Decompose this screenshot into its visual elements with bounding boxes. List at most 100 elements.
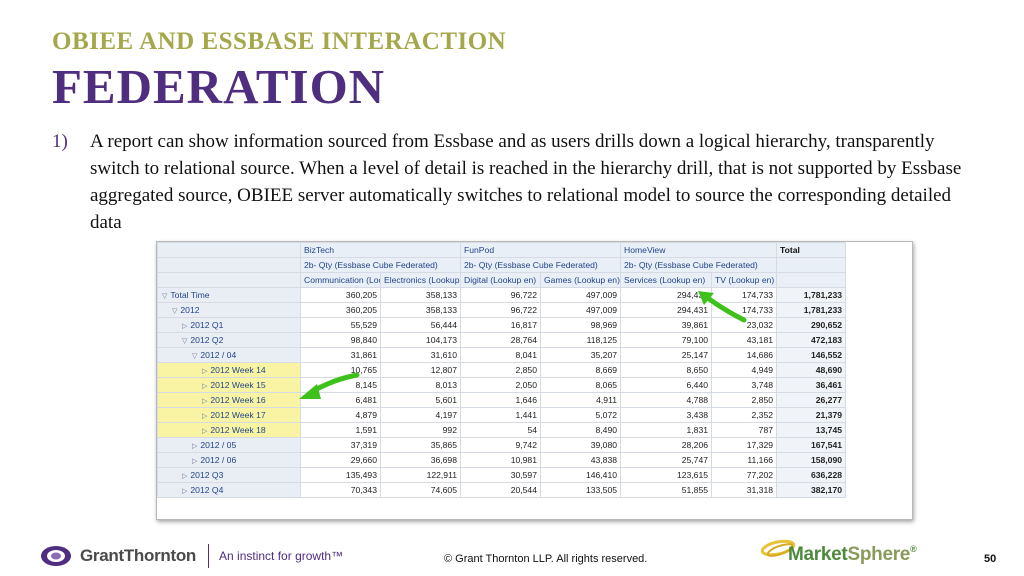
pivot-table: BizTech FunPod HomeView Total 2b- Qty (E… (157, 242, 906, 498)
table-row: ▽ 2012 360,205 358,133 96,722 497,009 294,431 1… (157, 302, 906, 318)
row-label-text: Total Time (170, 290, 210, 300)
marketsphere-swirl-icon (760, 539, 796, 557)
expand-triangle-icon[interactable]: ▷ (182, 473, 188, 480)
value-cell: 4,879 (300, 407, 381, 423)
row-label[interactable]: ▷ 2012 Week 17 (157, 407, 301, 423)
table-row: ▷ 2012 / 05 37,319 35,865 9,742 39,080 28,206 1… (157, 437, 906, 453)
value-cell: 8,013 (380, 377, 461, 393)
column-header[interactable]: Games (Lookup en) (539, 272, 622, 288)
value-cell: 9,742 (460, 437, 541, 453)
table-row: ▷ 2012 Week 18 1,591 992 54 8,490 1,831 787 13,7… (157, 422, 906, 438)
row-label[interactable]: ▷ 2012 Q1 (157, 317, 301, 333)
column-header[interactable]: Digital (Lookup en) (460, 272, 541, 288)
value-cell: 3,438 (620, 407, 713, 423)
value-cell: 1,646 (460, 392, 541, 408)
row-label[interactable]: ▷ 2012 Week 15 (157, 377, 301, 393)
value-cell: 4,197 (380, 407, 461, 423)
value-cell: 70,343 (300, 482, 381, 498)
row-label-text: 2012 (180, 305, 200, 315)
value-cell: 2,850 (711, 392, 778, 408)
value-cell: 5,601 (380, 392, 461, 408)
row-label[interactable]: ▽ 2012 / 04 (157, 347, 301, 363)
collapse-triangle-icon[interactable]: ▽ (182, 338, 188, 345)
value-cell: 43,181 (711, 332, 778, 348)
value-cell: 39,080 (539, 437, 622, 453)
expand-triangle-icon[interactable]: ▷ (202, 383, 208, 390)
row-label[interactable]: ▷ 2012 Q4 (157, 482, 301, 498)
table-row: ▷ 2012 Q1 55,529 56,444 16,817 98,969 39,861 23… (157, 317, 906, 333)
row-label[interactable]: ▽ Total Time (157, 287, 301, 303)
row-label[interactable]: ▽ 2012 (157, 302, 301, 318)
expand-triangle-icon[interactable]: ▷ (202, 398, 208, 405)
table-row: ▷ 2012 Q3 135,493 122,911 30,597 146,410 123,6… (157, 467, 906, 483)
value-cell: 2,050 (460, 377, 541, 393)
row-label[interactable]: ▷ 2012 Week 16 (157, 392, 301, 408)
row-label-text: 2012 Q4 (190, 485, 224, 495)
marketsphere-part-a: Market (788, 544, 848, 565)
row-label[interactable]: ▷ 2012 Week 18 (157, 422, 301, 438)
collapse-triangle-icon[interactable]: ▽ (162, 293, 168, 300)
value-cell: 17,329 (711, 437, 778, 453)
row-label[interactable]: ▽ 2012 Q2 (157, 332, 301, 348)
group-header[interactable]: HomeView (620, 242, 778, 258)
value-cell: 497,009 (539, 302, 622, 318)
table-row: ▽ 2012 Q2 98,840 104,173 28,764 118,125 79,100… (157, 332, 906, 348)
collapse-triangle-icon[interactable]: ▽ (172, 308, 178, 315)
value-cell: 992 (380, 422, 461, 438)
table-row: ▷ 2012 / 06 29,660 36,698 10,981 43,838 25,747… (157, 452, 906, 468)
row-label-text: 2012 / 06 (200, 455, 237, 465)
group-header[interactable]: BizTech (300, 242, 461, 258)
value-cell: 11,166 (711, 452, 778, 468)
expand-triangle-icon[interactable]: ▷ (182, 323, 188, 330)
column-header[interactable]: Services (Lookup en) (620, 272, 713, 288)
expand-triangle-icon[interactable]: ▷ (192, 458, 198, 465)
row-label[interactable]: ▷ 2012 Q3 (157, 467, 301, 483)
row-label[interactable]: ▷ 2012 / 05 (157, 437, 301, 453)
row-label[interactable]: ▷ 2012 Week 14 (157, 362, 301, 378)
value-cell: 358,133 (380, 302, 461, 318)
value-cell: 98,840 (300, 332, 381, 348)
value-cell: 31,861 (300, 347, 381, 363)
value-cell: 360,205 (300, 287, 381, 303)
report-screenshot: BizTech FunPod HomeView Total 2b- Qty (E… (156, 241, 913, 520)
value-cell: 43,838 (539, 452, 622, 468)
column-header[interactable]: Electronics (Lookup en) (380, 272, 461, 288)
collapse-triangle-icon[interactable]: ▽ (192, 353, 198, 360)
expand-triangle-icon[interactable]: ▷ (202, 368, 208, 375)
row-label-text: 2012 Week 18 (210, 425, 266, 435)
total-cell: 158,090 (776, 452, 847, 468)
total-cell: 382,170 (776, 482, 847, 498)
total-cell: 1,781,233 (776, 302, 847, 318)
table-row: ▷ 2012 Week 16 6,481 5,601 1,646 4,911 4,788 2,… (157, 392, 906, 408)
value-cell: 8,490 (539, 422, 622, 438)
marketsphere-logo: MarketSphere® (760, 536, 956, 570)
expand-triangle-icon[interactable]: ▷ (182, 488, 188, 495)
value-cell: 3,748 (711, 377, 778, 393)
expand-triangle-icon[interactable]: ▷ (202, 413, 208, 420)
value-cell: 360,205 (300, 302, 381, 318)
value-cell: 497,009 (539, 287, 622, 303)
value-cell: 96,722 (460, 302, 541, 318)
group-header[interactable]: FunPod (459, 242, 622, 258)
total-cell: 472,183 (776, 332, 847, 348)
value-cell: 28,206 (620, 437, 713, 453)
value-cell: 35,207 (539, 347, 622, 363)
slide-subtitle: OBIEE AND ESSBASE INTERACTION (52, 28, 507, 55)
grant-thornton-mark-icon (40, 545, 72, 567)
value-cell: 14,686 (711, 347, 778, 363)
corner-cell (157, 272, 301, 288)
value-cell: 77,202 (711, 467, 778, 483)
value-cell: 123,615 (620, 467, 713, 483)
expand-triangle-icon[interactable]: ▷ (202, 428, 208, 435)
value-cell: 20,544 (460, 482, 541, 498)
row-label[interactable]: ▷ 2012 / 06 (157, 452, 301, 468)
row-label-text: 2012 / 05 (200, 440, 237, 450)
value-cell: 36,698 (380, 452, 461, 468)
column-header[interactable]: Communication (Lookup en) (300, 272, 381, 288)
table-row: ▷ 2012 Week 14 10,765 12,807 2,850 8,669 8,650… (157, 362, 906, 378)
total-header-blank (776, 272, 847, 288)
value-cell: 1,591 (300, 422, 381, 438)
total-cell: 636,228 (776, 467, 847, 483)
column-header[interactable]: TV (Lookup en) (711, 272, 778, 288)
expand-triangle-icon[interactable]: ▷ (192, 443, 198, 450)
